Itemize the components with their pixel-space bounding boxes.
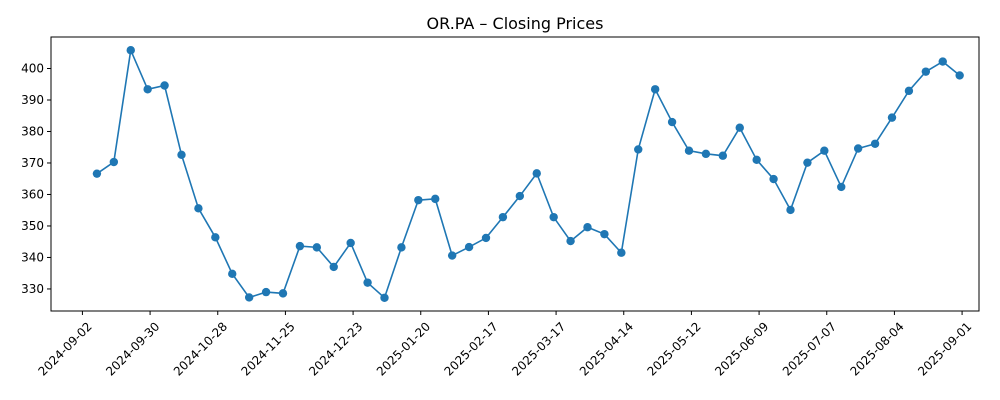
data-point	[447, 251, 457, 260]
y-tick-label: 380	[21, 124, 44, 138]
y-tick-label: 390	[21, 93, 44, 107]
data-point	[617, 248, 626, 257]
data-point	[109, 157, 119, 167]
data-point	[92, 169, 102, 178]
data-point	[515, 191, 525, 201]
data-point	[160, 81, 169, 90]
data-point	[177, 150, 186, 159]
x-tick-label: 2025-09-01	[915, 319, 974, 378]
data-point	[566, 236, 575, 246]
data-point	[261, 287, 271, 297]
data-point	[464, 242, 474, 252]
data-point	[650, 85, 660, 94]
y-tick-label: 350	[21, 219, 44, 233]
data-point	[853, 144, 863, 153]
y-tick-label: 360	[21, 187, 44, 201]
data-point	[583, 223, 592, 232]
data-point	[684, 146, 694, 155]
data-point	[194, 204, 203, 213]
chart-title: OR.PA – Closing Prices	[427, 14, 604, 33]
data-point	[431, 194, 440, 204]
x-tick-label: 2025-03-17	[509, 319, 568, 378]
x-tick-label: 2025-06-09	[712, 319, 771, 378]
data-point	[600, 229, 609, 239]
y-tick-label: 370	[21, 156, 44, 170]
data-point	[887, 113, 897, 122]
data-point	[870, 139, 880, 148]
data-point	[278, 289, 288, 298]
x-tick-label: 2024-12-23	[306, 319, 365, 378]
data-point	[228, 269, 237, 279]
series-points	[92, 46, 964, 302]
data-point	[244, 293, 254, 302]
data-point	[955, 71, 964, 80]
data-point	[380, 293, 389, 302]
data-point	[532, 169, 541, 178]
data-point	[312, 243, 322, 252]
y-tick-label: 330	[21, 282, 44, 296]
x-tick-label: 2024-09-30	[103, 319, 162, 378]
y-tick-label: 340	[21, 250, 44, 264]
y-axis: 330 340 350 360 370 380 390 400	[21, 61, 51, 296]
x-tick-label: 2025-07-07	[780, 319, 839, 378]
x-axis: 2024-09-02 2024-09-30 2024-10-28 2024-11-25…	[36, 311, 974, 379]
data-point	[346, 238, 355, 248]
data-point	[735, 123, 744, 132]
data-point	[667, 117, 677, 127]
x-tick-label: 2024-10-28	[171, 319, 230, 378]
x-tick-label: 2025-08-04	[848, 319, 907, 378]
data-point	[718, 151, 728, 160]
data-point	[837, 182, 846, 192]
y-tick-label: 400	[21, 61, 44, 75]
x-tick-label: 2025-02-17	[442, 319, 501, 378]
data-point	[921, 67, 931, 76]
data-point	[634, 145, 643, 154]
data-point	[769, 174, 778, 184]
data-point	[938, 57, 947, 66]
x-tick-label: 2025-05-12	[645, 319, 704, 378]
x-tick-label: 2024-11-25	[239, 319, 298, 378]
data-point	[414, 195, 423, 205]
plot-area	[50, 36, 980, 312]
data-point	[295, 241, 305, 251]
data-point	[752, 155, 761, 165]
x-tick-label: 2025-01-20	[374, 319, 433, 378]
data-point	[363, 278, 372, 287]
data-point	[329, 262, 338, 272]
series-line	[96, 47, 961, 300]
data-point	[126, 46, 135, 55]
data-point	[143, 85, 152, 94]
data-point	[786, 205, 795, 215]
data-point	[498, 212, 508, 222]
data-point	[904, 86, 914, 96]
data-point	[701, 149, 711, 159]
data-point	[803, 158, 812, 167]
x-tick-label: 2025-04-14	[577, 319, 636, 378]
data-point	[820, 146, 829, 155]
data-point	[211, 233, 220, 242]
data-point	[549, 212, 558, 222]
x-tick-label: 2024-09-02	[36, 319, 95, 378]
data-point	[481, 233, 491, 243]
data-point	[397, 243, 406, 252]
